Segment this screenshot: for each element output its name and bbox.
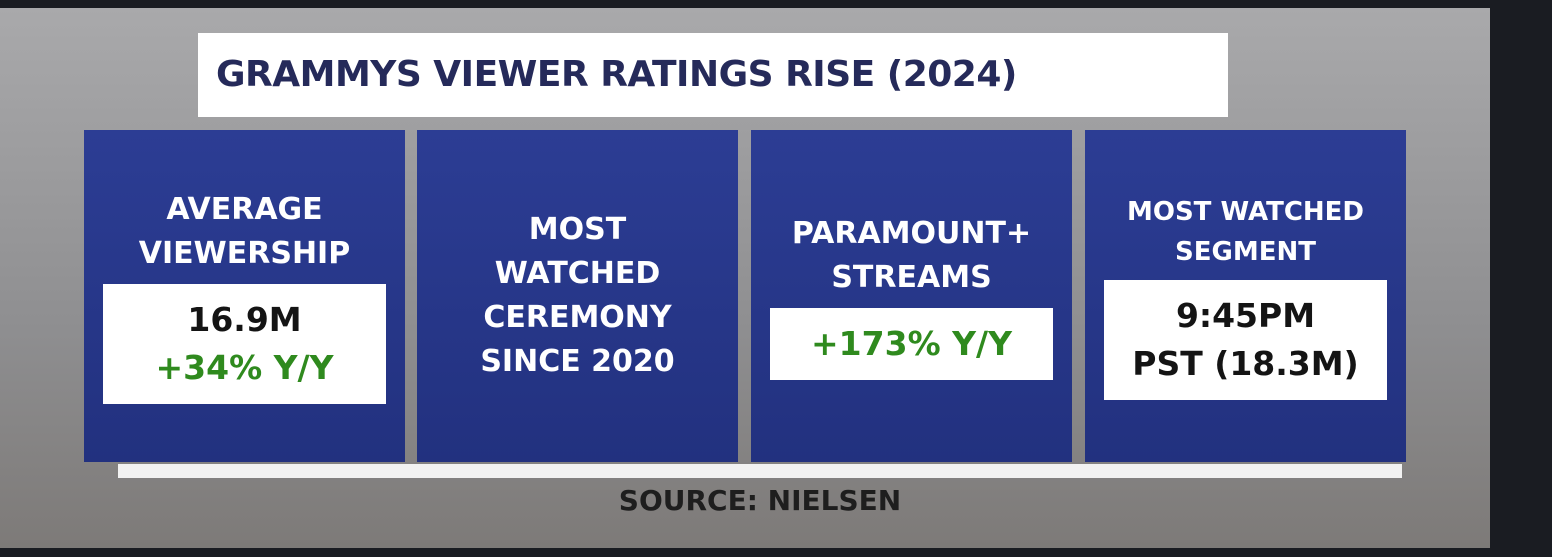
- source: SOURCE: NIELSEN: [618, 484, 902, 517]
- card-heading: MOST: [528, 212, 627, 247]
- card-heading: CEREMONY: [483, 300, 672, 335]
- value-text: 16.9M: [187, 300, 302, 339]
- card-heading: PARAMOUNT+: [791, 216, 1032, 251]
- stat-card: MOST WATCHED SEGMENT 9:45PM PST (18.3M): [1085, 130, 1406, 462]
- value-box: 16.9M +34% Y/Y: [103, 284, 386, 404]
- card-heading: WATCHED: [494, 256, 661, 291]
- base-bar: [118, 464, 1402, 478]
- card-heading: STREAMS: [831, 260, 992, 295]
- stat-card: PARAMOUNT+ STREAMS +173% Y/Y: [751, 130, 1072, 462]
- value-text: 9:45PM: [1175, 296, 1316, 335]
- value-box: +173% Y/Y: [770, 308, 1053, 380]
- card-heading: MOST WATCHED: [1126, 197, 1365, 227]
- value-text: +34% Y/Y: [155, 348, 334, 387]
- graphic: GRAMMYS VIEWER RATINGS RISE (2024) AVERA…: [0, 8, 1490, 548]
- title: GRAMMYS VIEWER RATINGS RISE (2024): [198, 33, 1228, 117]
- card-heading: AVERAGE: [166, 192, 323, 227]
- card-heading: SEGMENT: [1175, 237, 1316, 267]
- value-text: +173% Y/Y: [811, 324, 1012, 363]
- stat-card: MOST WATCHED CEREMONY SINCE 2020: [417, 130, 738, 462]
- value-text: PST (18.3M): [1132, 344, 1359, 383]
- card-heading: VIEWERSHIP: [138, 236, 351, 271]
- value-box: 9:45PM PST (18.3M): [1104, 280, 1387, 400]
- stat-card: AVERAGE VIEWERSHIP 16.9M +34% Y/Y: [84, 130, 405, 462]
- card-heading: SINCE 2020: [480, 344, 675, 379]
